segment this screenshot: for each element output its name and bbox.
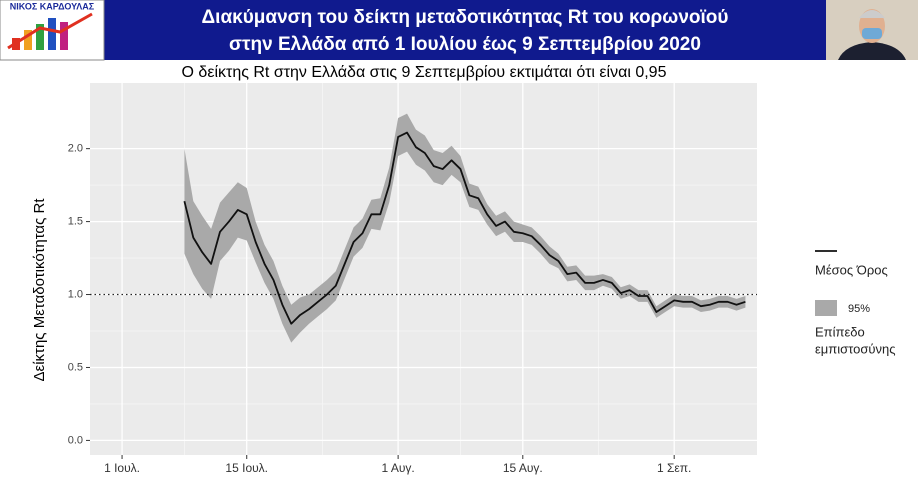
title-line: Διακύμανση του δείκτη μεταδοτικότητας Rt…: [202, 7, 729, 28]
photo-hair: [859, 10, 885, 18]
legend-label: εμπιστοσύνης: [815, 341, 895, 356]
confidence-band: [184, 113, 746, 343]
y-tick-label: 0.5: [68, 361, 83, 373]
y-tick-label: 0.0: [68, 434, 83, 446]
x-tick-label: 15 Ιουλ.: [225, 461, 268, 475]
x-tick-label: 15 Αυγ.: [503, 461, 543, 475]
legend-label: Επίπεδο: [815, 324, 865, 339]
logo-bar: [36, 24, 44, 50]
photo-shirt: [838, 42, 906, 60]
y-tick-label: 1.0: [68, 288, 83, 300]
y-axis-label: Δείκτης Μεταδοτικότητας Rt: [31, 198, 48, 382]
y-tick-label: 2.0: [68, 143, 83, 155]
x-tick-label: 1 Αυγ.: [381, 461, 414, 475]
legend-label: 95%: [848, 303, 870, 315]
logo: ΝΙΚΟΣ ΚΑΡΔΟΥΛΑΣ: [0, 0, 105, 61]
logo-bar: [48, 18, 56, 50]
legend-label: Μέσος Όρος: [815, 262, 888, 277]
title-line: στην Ελλάδα από 1 Ιουλίου έως 9 Σεπτεμβρ…: [229, 34, 701, 55]
logo-text: ΝΙΚΟΣ ΚΑΡΔΟΥΛΑΣ: [10, 1, 95, 11]
legend-swatch: [815, 300, 837, 316]
header-band: [104, 0, 826, 60]
y-tick-label: 1.5: [68, 215, 83, 227]
x-tick-label: 1 Ιουλ.: [104, 461, 140, 475]
logo-bar: [60, 22, 68, 50]
mean-line: [183, 131, 746, 325]
x-tick-label: 1 Σεπ.: [657, 461, 691, 475]
photo: [826, 0, 918, 60]
logo-bar: [24, 30, 32, 50]
chart-subtitle: Ο δείκτης Rt στην Ελλάδα στις 9 Σεπτεμβρ…: [182, 64, 667, 81]
logo-arrow: [7, 12, 93, 50]
photo-mask: [862, 28, 882, 39]
